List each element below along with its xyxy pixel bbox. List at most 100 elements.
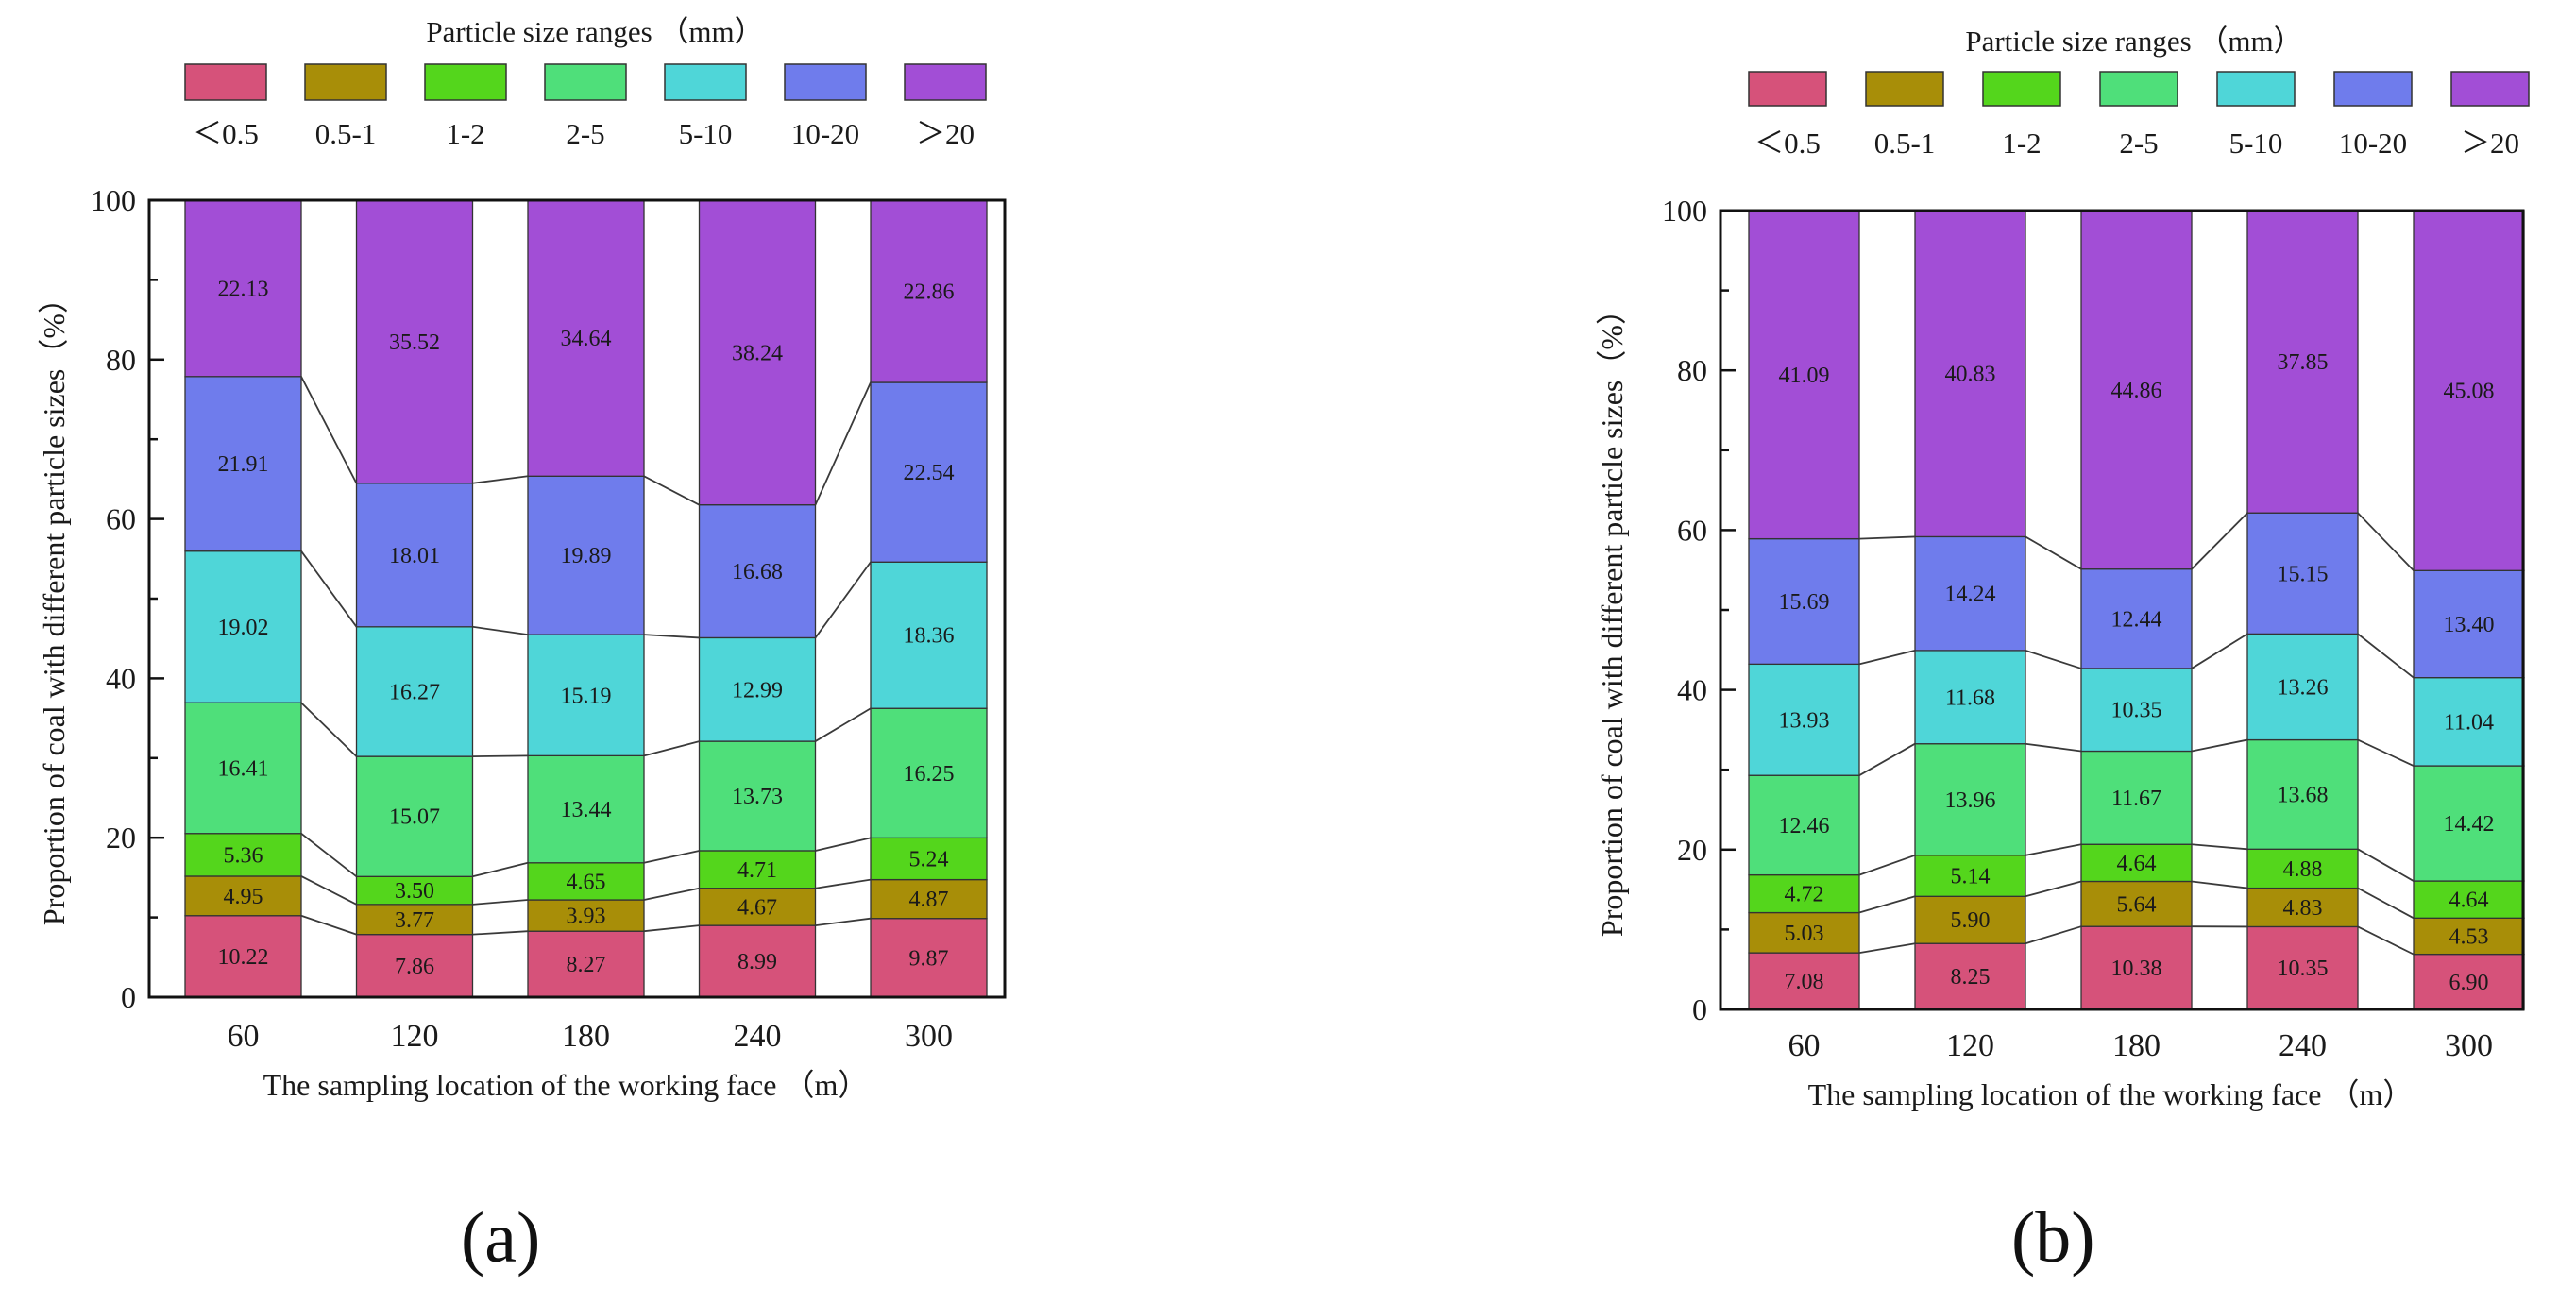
- bar-segment: [2080, 210, 2193, 570]
- y-tick-label: 0: [121, 980, 136, 1014]
- connector-line: [472, 625, 529, 636]
- legend-label-7: ＞20: [2461, 127, 2519, 160]
- data-label: 18.01: [389, 544, 440, 568]
- x-tick-label: 300: [2445, 1028, 2493, 1063]
- data-label: 4.88: [2283, 857, 2323, 882]
- data-label: 16.25: [904, 762, 955, 787]
- x-axis-title: The sampling location of the working fac…: [1808, 1077, 2414, 1111]
- connector-line: [1858, 535, 1916, 540]
- connector-line: [300, 550, 358, 628]
- data-label: 5.14: [1951, 865, 1991, 889]
- data-label: 13.68: [2278, 783, 2329, 807]
- legend-label-1: ＜0.5: [1754, 127, 1821, 160]
- data-label: 4.64: [2449, 889, 2489, 913]
- data-label: 4.72: [1785, 883, 1824, 907]
- data-label: 4.64: [2117, 852, 2157, 876]
- bar-segment: [2413, 917, 2525, 956]
- connector-line: [472, 754, 529, 758]
- data-label: 14.42: [2444, 812, 2495, 837]
- legend-label-2: 0.5-1: [315, 117, 377, 150]
- legend-swatch-7: [904, 63, 987, 101]
- legend-label-7: ＞20: [916, 117, 974, 150]
- bar-segment: [527, 199, 645, 477]
- connector-line: [814, 381, 872, 506]
- data-label: 13.93: [1779, 708, 1830, 733]
- bar-segment: [870, 561, 988, 709]
- connector-line: [643, 850, 700, 864]
- legend-swatch-6: [2333, 71, 2413, 107]
- data-label: 4.65: [567, 870, 606, 894]
- data-label: 21.91: [218, 452, 269, 477]
- connector-line: [815, 707, 872, 742]
- legend-title: Particle size ranges （mm）: [426, 15, 763, 48]
- data-label: 7.08: [1785, 970, 1824, 994]
- data-label: 6.90: [2449, 971, 2489, 995]
- data-label: 16.68: [732, 560, 783, 584]
- connector-line: [2191, 738, 2248, 753]
- legend-label-4: 2-5: [2119, 127, 2158, 160]
- connector-line: [300, 376, 358, 484]
- data-label: 8.99: [737, 950, 777, 974]
- bar-segment: [355, 904, 474, 936]
- data-label: 11.04: [2444, 710, 2494, 735]
- panel-label-b: (b): [2011, 1198, 2095, 1278]
- connector-line: [814, 561, 872, 638]
- bar-segment: [2246, 925, 2359, 1010]
- connector-line: [472, 475, 529, 484]
- bar-segment: [527, 475, 645, 635]
- connector-line: [472, 899, 529, 906]
- data-label: 3.93: [567, 905, 606, 929]
- y-tick-label: 100: [1662, 194, 1707, 228]
- bar-segment: [184, 550, 302, 703]
- bar-segment: [184, 376, 302, 552]
- bar-segment: [698, 636, 817, 742]
- bar-segment: [2413, 677, 2525, 767]
- connector-line: [2191, 512, 2248, 570]
- data-label: 10.35: [2111, 699, 2162, 723]
- bar-segment: [870, 381, 988, 563]
- connector-line: [2357, 925, 2415, 956]
- connector-line: [300, 833, 358, 878]
- bar-segment: [2246, 210, 2359, 514]
- data-label: 15.15: [2278, 562, 2329, 586]
- legend-swatch-6: [784, 63, 867, 101]
- connector-line: [2025, 650, 2082, 669]
- data-label: 4.67: [737, 895, 777, 920]
- bar-segment: [184, 199, 302, 378]
- data-label: 35.52: [389, 330, 440, 355]
- data-label: 4.83: [2283, 896, 2323, 921]
- bar-segment: [184, 875, 302, 917]
- data-label: 22.54: [904, 461, 955, 485]
- bar-segment: [1914, 210, 2026, 538]
- data-label: 4.95: [224, 885, 263, 909]
- legend-swatch-4: [2099, 71, 2178, 107]
- connector-line: [1858, 895, 1916, 914]
- data-label: 12.46: [1779, 814, 1830, 838]
- legend-label-6: 10-20: [791, 117, 859, 150]
- bar-segment: [1914, 855, 2026, 897]
- bar-segment: [2246, 848, 2359, 889]
- legend-label-3: 1-2: [2002, 127, 2041, 160]
- data-label: 40.83: [1945, 363, 1996, 387]
- legend-swatch-5: [2216, 71, 2296, 107]
- y-tick-label: 40: [1677, 673, 1707, 707]
- bar-segment: [1748, 911, 1860, 954]
- bar-segment: [870, 878, 988, 920]
- data-label: 15.69: [1779, 590, 1830, 615]
- data-label: 4.71: [737, 858, 777, 883]
- legend-swatch-2: [304, 63, 387, 101]
- x-tick-label: 240: [734, 1019, 782, 1054]
- data-label: 44.86: [2111, 379, 2162, 403]
- y-axis-title: Proportion of coal with different partic…: [1595, 295, 1629, 937]
- bar-segment: [2413, 210, 2525, 571]
- bar-segment: [1748, 210, 1860, 540]
- bar-segment: [698, 740, 817, 852]
- chart-b: Particle size ranges （mm） ＜0.5 0.5-1 1-2 2-5…: [1595, 25, 2530, 1111]
- connector-line: [643, 475, 700, 506]
- bar-segment: [870, 707, 988, 839]
- bar-segment: [1748, 663, 1860, 776]
- bar-segment: [355, 934, 474, 998]
- x-tick-label: 180: [2112, 1028, 2161, 1063]
- data-label: 45.08: [2444, 380, 2495, 404]
